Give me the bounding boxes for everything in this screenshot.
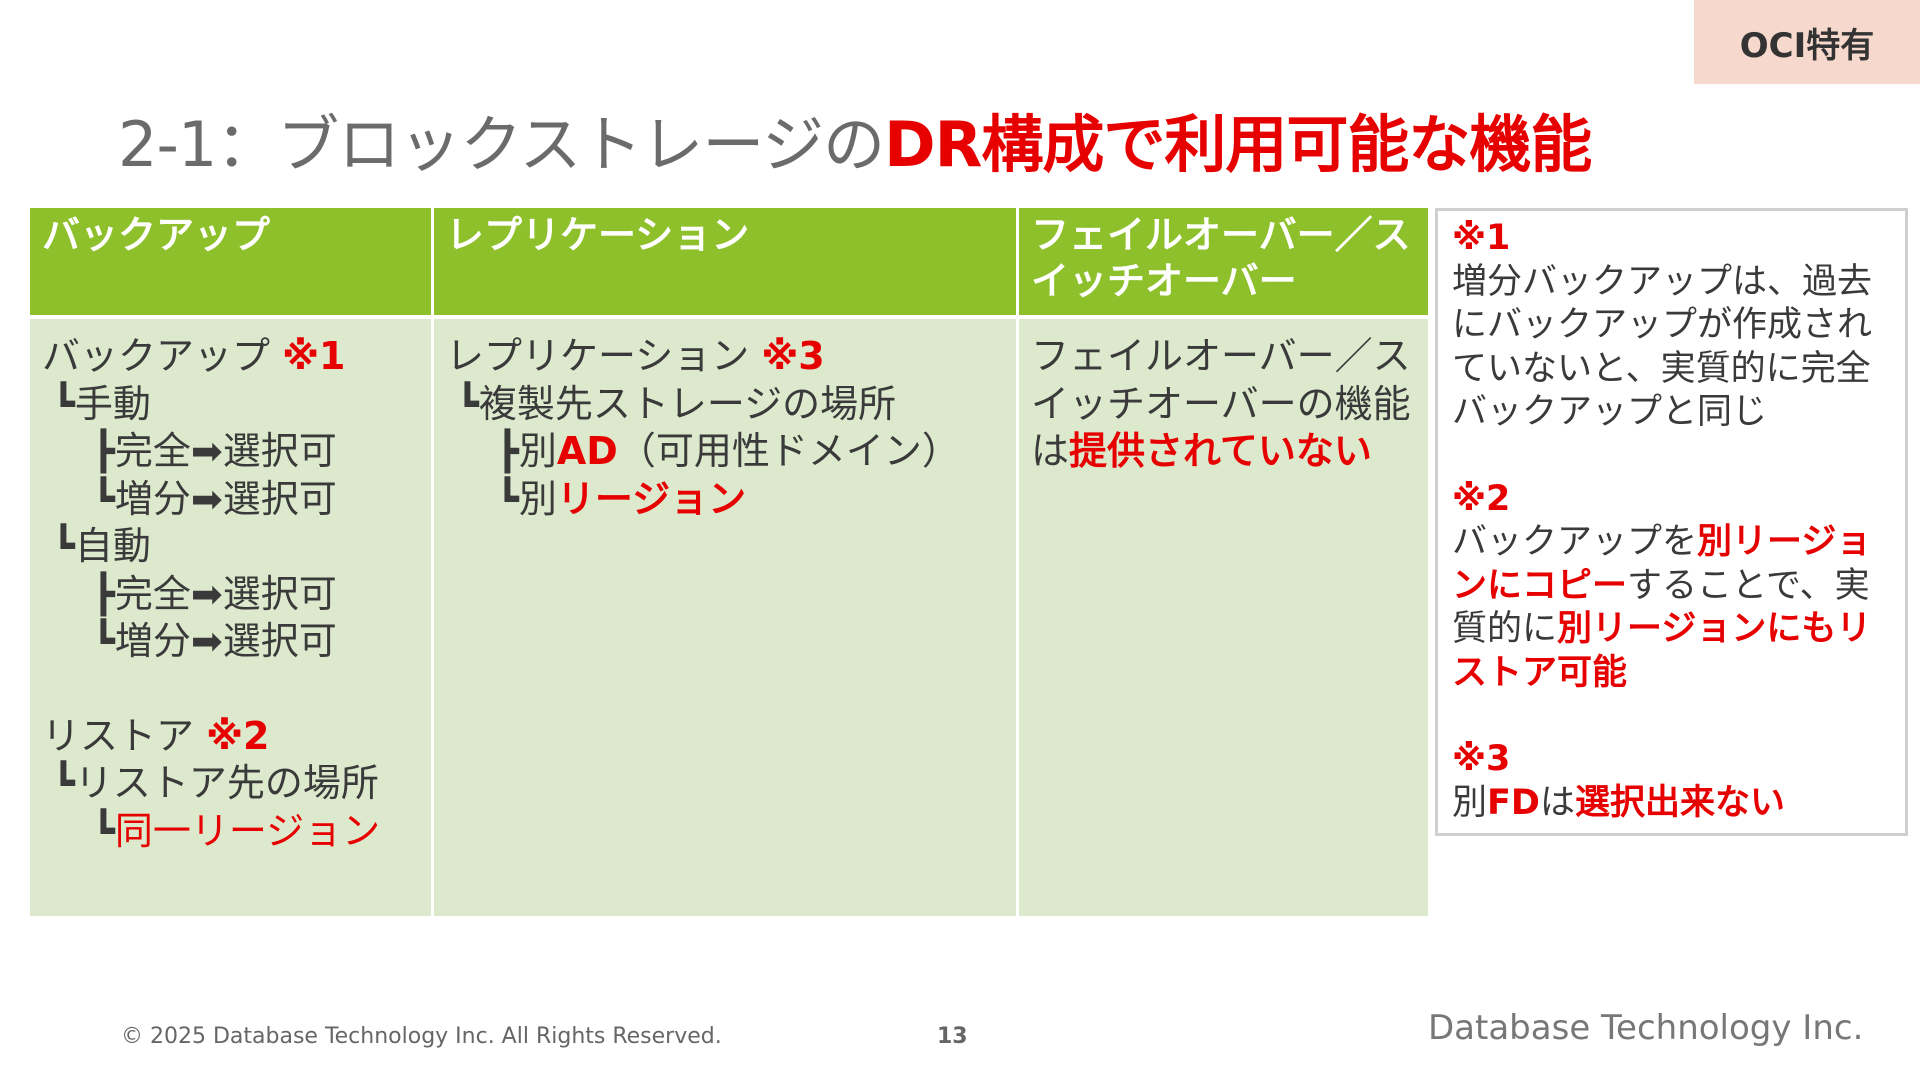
backup-manual-full: ┣完全➡選択可 (92, 429, 337, 473)
backup-auto: ┗自動 (52, 524, 151, 568)
restore-same-region-line: ┗同一リージョン (42, 808, 419, 856)
restore-title: リストア (42, 713, 195, 758)
header-failover: フェイルオーバー／スイッチオーバー (1019, 208, 1428, 315)
page-number: 13 (937, 1024, 968, 1049)
backup-manual: ┗手動 (52, 381, 151, 426)
note2-text-2: することで、実質的に (1452, 565, 1870, 650)
footer-copyright: © 2025 Database Technology Inc. All Righ… (121, 1024, 722, 1049)
title-highlight: DR構成で利用可能な機能 (884, 108, 1592, 181)
backup-auto-incremental: ┗増分➡選択可 (92, 619, 337, 663)
notes-box: ※1 増分バックアップは、過去にバックアップが作成されていないと、実質的に完全バ… (1435, 208, 1908, 836)
note3-mark: ※3 (1452, 739, 1511, 779)
replication-ad-suffix: （可用性ドメイン） (617, 429, 960, 473)
slide-title: 2-1：ブロックストレージのDR構成で利用可能な機能 (118, 94, 1592, 184)
oci-specific-badge: OCI特有 (1694, 0, 1920, 84)
cell-backup: バックアップ ※1 ┗手動 ┣完全➡選択可 ┗増分➡選択可 ┗自動 ┣完全➡選択… (30, 315, 434, 916)
replication-note-mark: ※3 (761, 334, 825, 378)
backup-manual-incremental: ┗増分➡選択可 (92, 476, 337, 521)
restore-prefix: ┗ (92, 808, 115, 853)
restore-location: ┗リストア先の場所 (52, 761, 379, 805)
failover-text: フェイルオーバー／スイッチオーバーの機能は (1031, 334, 1411, 473)
backup-title: バックアップ (42, 334, 271, 378)
note3-bold-1: FD (1487, 782, 1540, 823)
cell-replication: レプリケーション ※3 ┗複製先ストレージの場所 ┣別AD（可用性ドメイン） ┗… (434, 315, 1019, 916)
note2-text-1: バックアップを (1452, 522, 1698, 562)
replication-region: リージョン (556, 476, 747, 521)
note1-text: 増分バックアップは、過去にバックアップが作成されていないと、実質的に完全バックア… (1452, 261, 1873, 433)
replication-location: ┗複製先ストレージの場所 (456, 381, 897, 426)
backup-auto-full: ┣完全➡選択可 (92, 571, 337, 616)
note2-mark: ※2 (1452, 478, 1511, 519)
note3-bold-2: 選択出来ない (1575, 782, 1786, 823)
note3-text-2: は (1539, 782, 1575, 823)
feature-table: バックアップ レプリケーション フェイルオーバー／スイッチオーバー バックアップ… (30, 208, 1428, 916)
replication-region-line: ┗別リージョン (446, 476, 1004, 524)
note2-bold-1: 別リージョンにコピー (1452, 522, 1872, 606)
backup-title-line: バックアップ ※1 (42, 333, 419, 381)
cell-failover: フェイルオーバー／スイッチオーバーの機能は提供されていない (1019, 315, 1428, 916)
title-prefix: 2-1：ブロックストレージの (118, 108, 885, 181)
backup-note-mark: ※1 (282, 334, 346, 378)
note1-mark: ※1 (1452, 218, 1511, 258)
restore-same-region: 同一リージョン (114, 808, 381, 853)
header-backup: バックアップ (30, 208, 434, 315)
replication-region-prefix: ┗別 (496, 476, 557, 521)
note2-bold-2: 別リージョンにもリストア可能 (1452, 609, 1872, 693)
replication-ad-code: AD (556, 429, 618, 473)
replication-title-line: レプリケーション ※3 (446, 333, 1004, 381)
replication-ad-line: ┣別AD（可用性ドメイン） (446, 428, 1004, 476)
company-logo-text: Database Technology Inc. (1428, 1008, 1864, 1048)
note3-text-1: 別 (1452, 782, 1488, 823)
replication-title: レプリケーション (446, 334, 750, 378)
header-replication: レプリケーション (434, 208, 1019, 315)
replication-ad-prefix: ┣別 (496, 429, 557, 473)
restore-note-mark: ※2 (206, 713, 270, 758)
failover-not-provided: 提供されていない (1069, 429, 1372, 473)
restore-title-line: リストア ※2 (42, 713, 419, 761)
